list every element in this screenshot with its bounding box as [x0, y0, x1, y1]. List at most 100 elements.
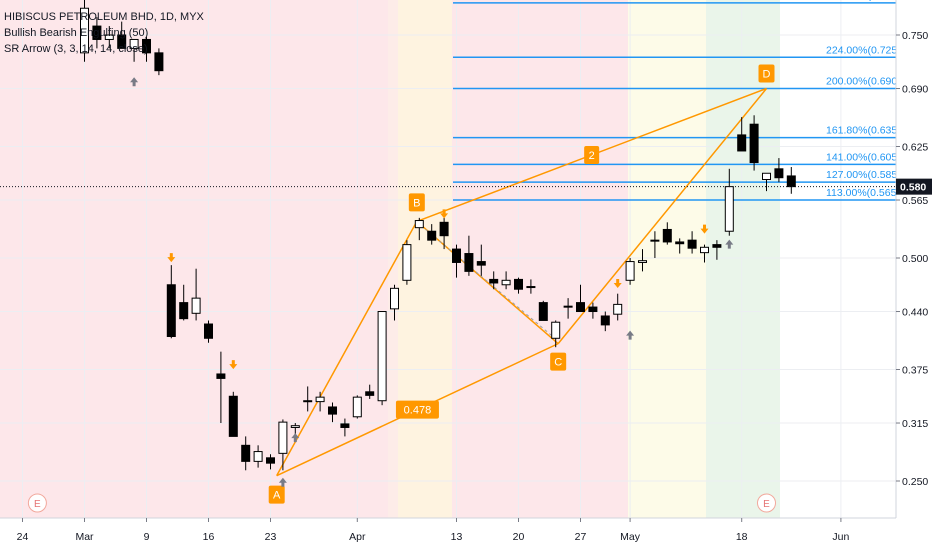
- candle-body: [749, 123, 759, 164]
- candle-body: [427, 230, 437, 241]
- candle-body: [613, 303, 623, 315]
- event-marker-label: E: [34, 499, 41, 510]
- candle-body: [712, 244, 722, 248]
- candle-body: [340, 423, 350, 428]
- chart-title[interactable]: HIBISCUS PETROLEUM BHD, 1D, MYX: [4, 11, 204, 23]
- x-tick-label: 13: [451, 531, 463, 543]
- ratio-label-box: [395, 400, 439, 419]
- fib-level-label: 224.00%(0.725): [826, 44, 901, 56]
- pattern-label-text: B: [413, 197, 420, 209]
- pattern-label-text: D: [763, 69, 771, 81]
- candle-body: [142, 38, 151, 54]
- event-marker-label: E: [763, 499, 770, 510]
- pattern-point-b: B: [408, 193, 425, 212]
- session-band: [388, 0, 398, 518]
- fib-levels: 261.80%(0.786) 224.00%(0.725) 200.00%(0.69…: [453, 0, 901, 201]
- candle-body: [390, 287, 399, 310]
- candle-body: [638, 260, 647, 263]
- candle-body: [600, 315, 610, 326]
- pattern-label-box: [268, 485, 285, 504]
- candle-body: [452, 248, 461, 263]
- indicator-engulfing[interactable]: Bullish Bearish Engulfing (50): [4, 27, 149, 39]
- candle-body: [278, 421, 288, 454]
- x-tick-label: 9: [144, 531, 150, 543]
- candle-body: [588, 306, 598, 313]
- y-tick-label: 0.375: [902, 365, 928, 377]
- candle-body: [303, 400, 313, 403]
- candle-body: [786, 175, 796, 188]
- candle-body: [724, 186, 734, 232]
- arrow-down-icon: [440, 209, 449, 219]
- x-tick-label: 23: [265, 531, 277, 543]
- candle-body: [216, 373, 226, 379]
- x-axis: 24 Mar 9 16 23 Apr 13 20 27 May 18 Jun: [0, 517, 932, 550]
- candle-body: [402, 244, 412, 281]
- y-tick-label: 0.625: [902, 142, 928, 154]
- candle-body: [538, 302, 548, 321]
- ratio-label-ac: 0.478: [395, 400, 439, 419]
- arrow-up-icon: [278, 477, 287, 487]
- pattern-label-box: [550, 352, 567, 371]
- candle-body: [253, 451, 263, 462]
- fib-level-label: 127.00%(0.585): [826, 169, 901, 181]
- x-tick-label: 16: [203, 531, 215, 543]
- candle-body: [179, 302, 189, 320]
- candle-body: [576, 302, 585, 313]
- pattern-leg-cd: [557, 88, 768, 345]
- xabcd-pattern: A B C D 0.478 2: [268, 64, 775, 504]
- arrow-down-icon: [613, 278, 622, 288]
- candle-body: [80, 7, 89, 54]
- candle-body: [563, 305, 573, 308]
- ratio-label-bd: 2: [584, 145, 600, 164]
- y-tick-label: 0.750: [902, 30, 928, 42]
- candle-body: [166, 284, 176, 337]
- arrow-up-icon: [626, 330, 635, 340]
- candle-body: [687, 239, 697, 249]
- pattern-point-a: A: [268, 485, 285, 504]
- background-bands: [0, 0, 780, 518]
- candle-body: [662, 228, 672, 243]
- candle-body: [526, 286, 536, 289]
- candle-body: [266, 457, 275, 464]
- session-band: [628, 0, 706, 518]
- candle-body: [625, 261, 635, 281]
- ratio-label-box: [584, 145, 600, 164]
- pattern-label-text: C: [554, 357, 562, 369]
- arrow-down-icon: [167, 253, 176, 263]
- candle-body: [352, 396, 362, 418]
- y-tick-label: 0.500: [902, 253, 928, 265]
- candle-body: [762, 172, 771, 181]
- y-axis: 0.250 0.315 0.375 0.440 0.500 0.565 0.625 0.690…: [895, 0, 932, 550]
- pattern-point-d: D: [758, 64, 775, 83]
- fib-level-label: 261.80%(0.786): [826, 0, 901, 2]
- ratio-label-text: 0.478: [404, 405, 432, 417]
- x-tick-label: Apr: [349, 531, 366, 543]
- candle-body: [365, 391, 375, 396]
- candle-body: [489, 278, 499, 284]
- candle-body: [464, 253, 474, 272]
- y-tick-label: 0.690: [902, 84, 928, 96]
- y-tick-label: 0.315: [902, 418, 928, 430]
- pattern-label-box: [408, 193, 425, 212]
- sr-arrows: [130, 77, 734, 487]
- chart-legend: HIBISCUS PETROLEUM BHD, 1D, MYX Bullish …: [4, 9, 204, 57]
- pattern-leg-ab: [276, 221, 418, 477]
- candle-body: [191, 297, 201, 314]
- candle-body: [241, 444, 251, 462]
- arrow-up-icon: [130, 77, 139, 87]
- fib-level-label: 161.80%(0.635): [826, 125, 901, 137]
- candle-body: [328, 406, 337, 415]
- candle-body: [204, 323, 213, 339]
- candle-body: [117, 34, 127, 49]
- fib-level-label: 200.00%(0.690): [826, 76, 901, 88]
- candle-body: [774, 168, 784, 179]
- pattern-point-c: C: [550, 352, 567, 371]
- candle-body: [501, 279, 511, 286]
- indicator-sr-arrow[interactable]: SR Arrow (3, 3, 14, 14, close): [4, 43, 148, 55]
- x-tick-label: Mar: [75, 531, 94, 543]
- x-tick-label: 27: [575, 531, 587, 543]
- x-tick-label: 20: [513, 531, 525, 543]
